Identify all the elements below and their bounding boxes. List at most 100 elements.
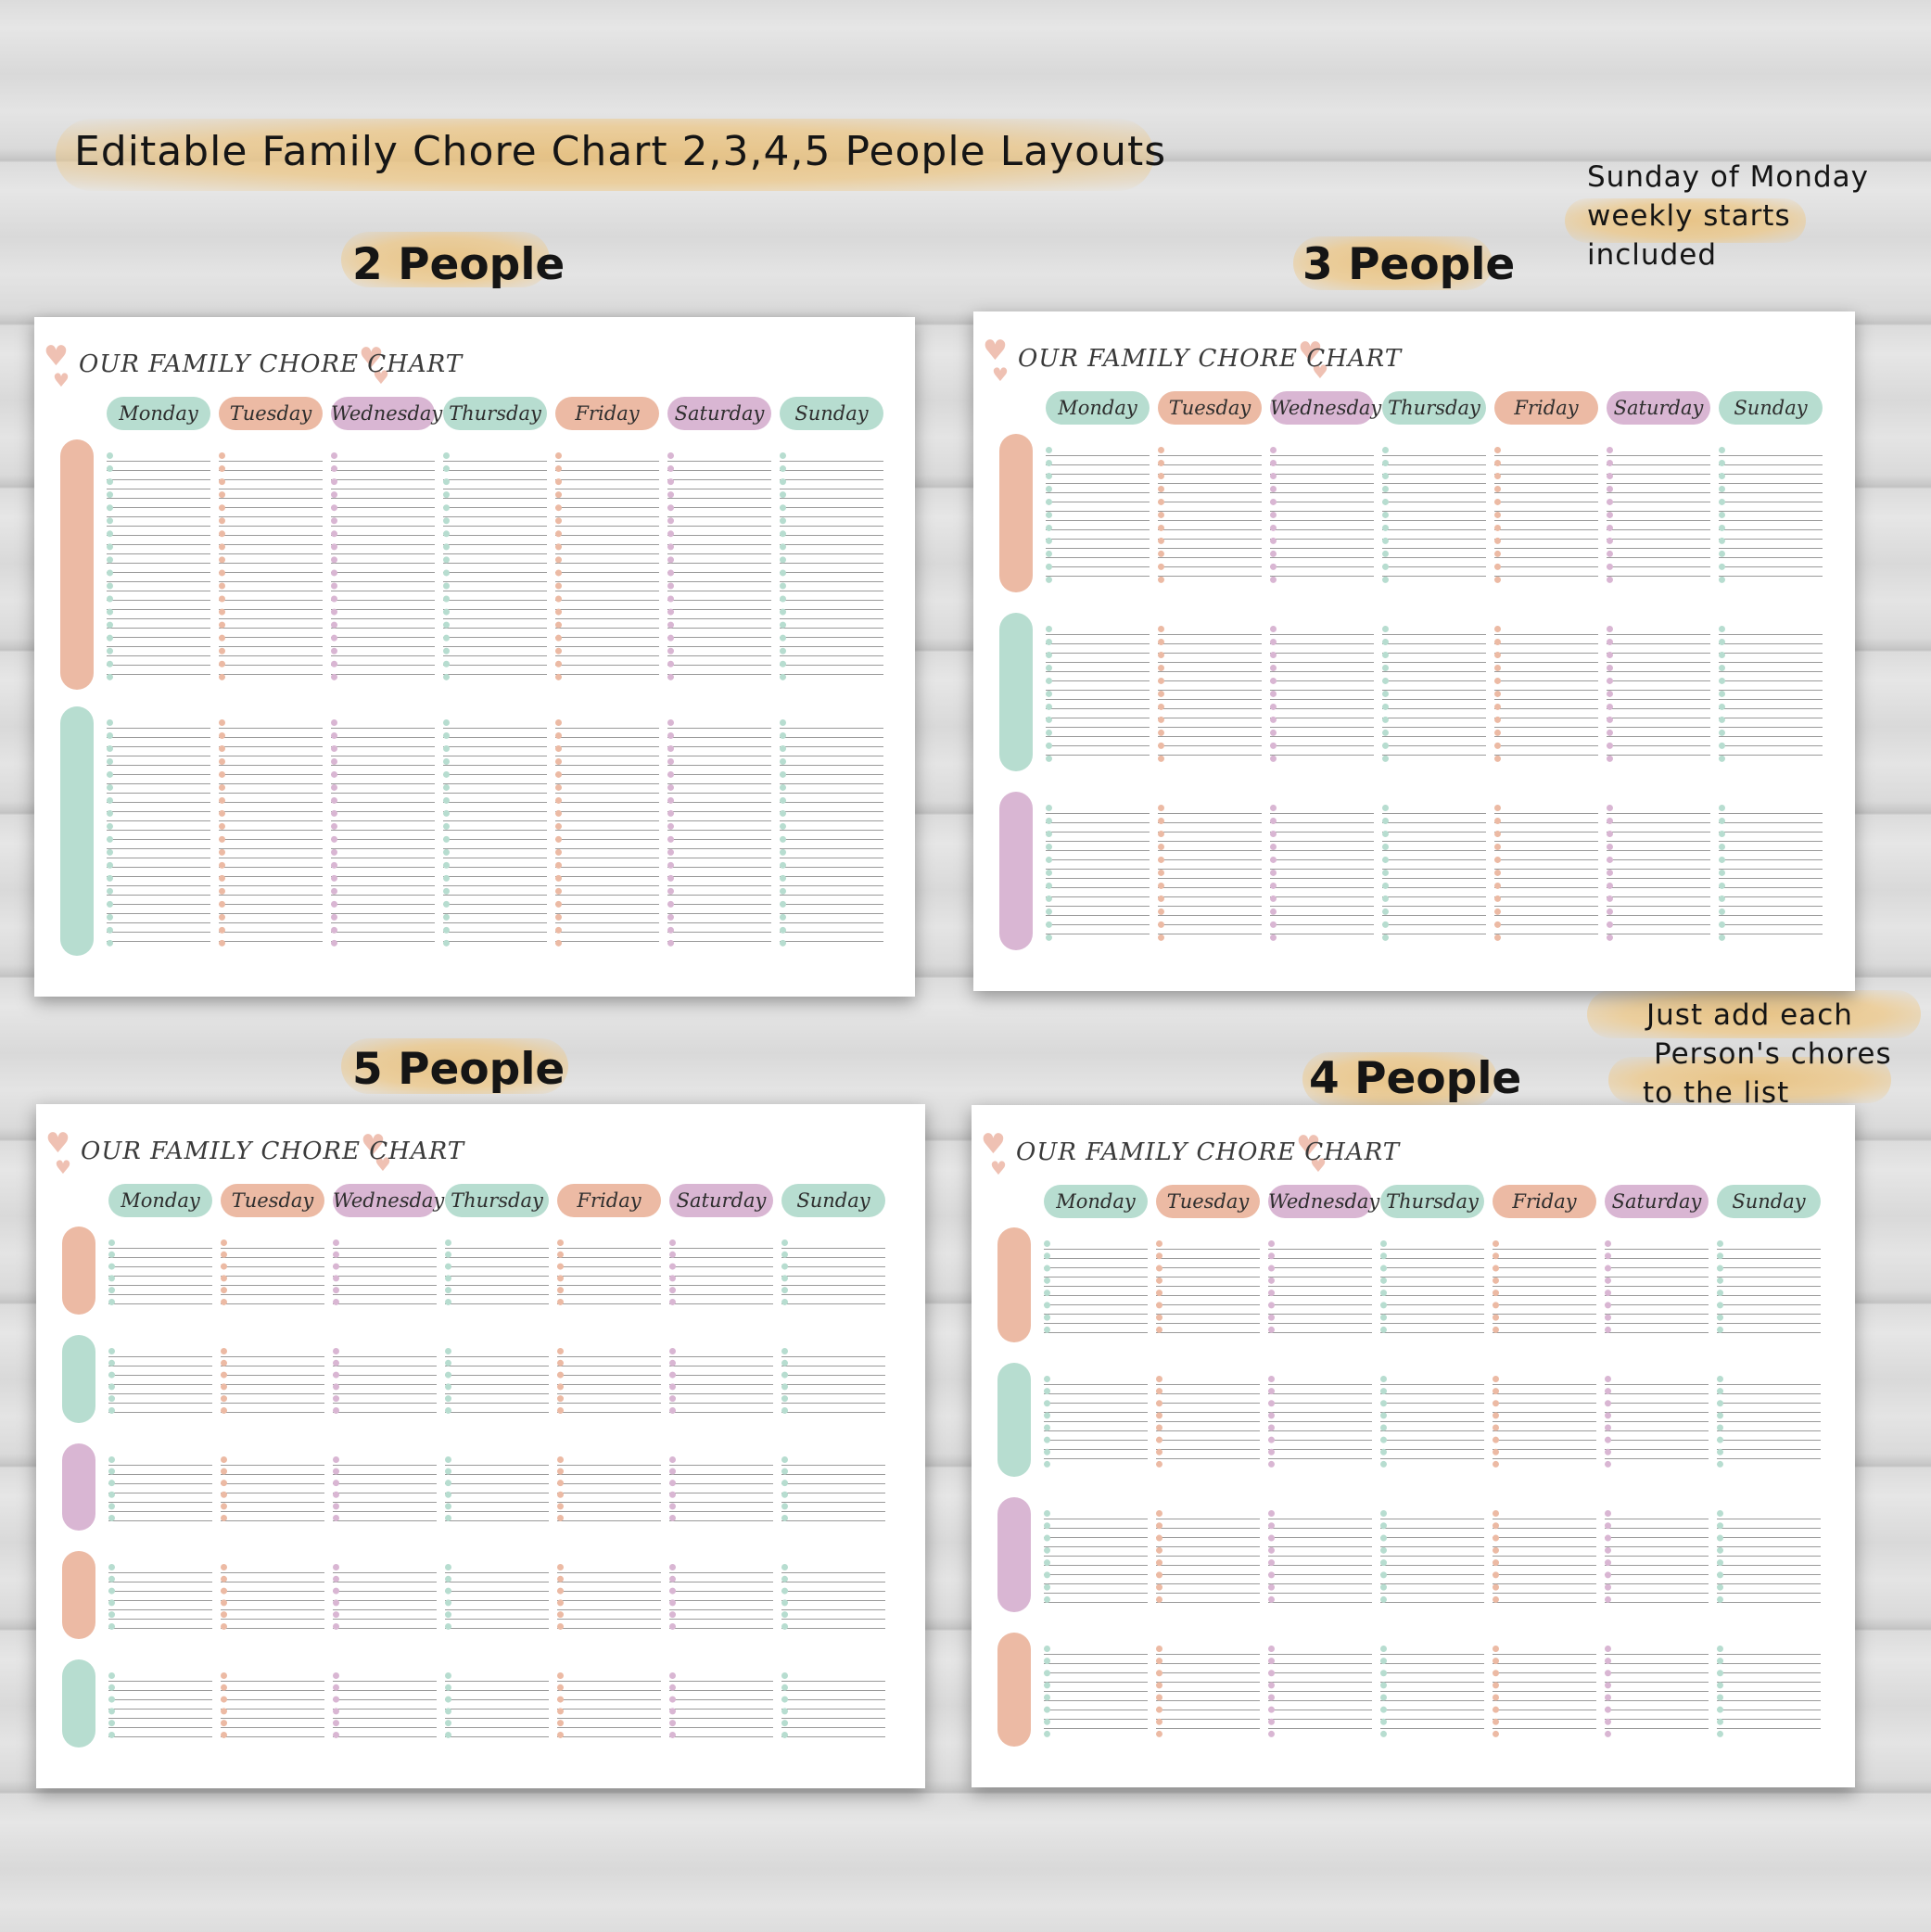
chore-list-lines[interactable]: [1719, 626, 1823, 762]
chore-list-lines[interactable]: [780, 718, 883, 947]
chore-list-lines[interactable]: [108, 1564, 212, 1631]
chore-list-lines[interactable]: [781, 1564, 885, 1631]
chore-list-lines[interactable]: [1270, 805, 1374, 941]
chore-list-lines[interactable]: [669, 1564, 773, 1631]
chore-list-lines[interactable]: [107, 718, 210, 947]
chore-list-lines[interactable]: [1046, 626, 1150, 762]
chore-list-lines[interactable]: [1156, 1645, 1260, 1737]
chore-list-lines[interactable]: [1268, 1375, 1372, 1468]
chore-list-lines[interactable]: [1494, 626, 1598, 762]
chore-list-lines[interactable]: [780, 452, 883, 680]
person-name-field[interactable]: [997, 1497, 1031, 1612]
chore-list-lines[interactable]: [331, 718, 435, 947]
chore-list-lines[interactable]: [1605, 1375, 1709, 1468]
chore-list-lines[interactable]: [1493, 1375, 1596, 1468]
chore-list-lines[interactable]: [557, 1455, 661, 1522]
chore-list-lines[interactable]: [1717, 1510, 1821, 1603]
chore-list-lines[interactable]: [1607, 805, 1710, 941]
chore-list-lines[interactable]: [1268, 1240, 1372, 1333]
chore-list-lines[interactable]: [445, 1347, 549, 1414]
person-name-field[interactable]: [997, 1632, 1031, 1747]
person-name-field[interactable]: [62, 1551, 95, 1640]
person-name-field[interactable]: [999, 434, 1033, 592]
chore-list-lines[interactable]: [1382, 447, 1486, 583]
person-name-field[interactable]: [997, 1362, 1031, 1477]
chore-list-lines[interactable]: [1156, 1375, 1260, 1468]
chore-list-lines[interactable]: [1044, 1240, 1148, 1333]
person-name-field[interactable]: [997, 1227, 1031, 1342]
chore-list-lines[interactable]: [669, 1347, 773, 1414]
chore-list-lines[interactable]: [221, 1347, 324, 1414]
chore-list-lines[interactable]: [221, 1455, 324, 1522]
chore-list-lines[interactable]: [333, 1347, 437, 1414]
chore-list-lines[interactable]: [221, 1672, 324, 1738]
chore-list-lines[interactable]: [443, 718, 547, 947]
chore-list-lines[interactable]: [333, 1239, 437, 1305]
chore-list-lines[interactable]: [1270, 447, 1374, 583]
chore-list-lines[interactable]: [1717, 1240, 1821, 1333]
chore-list-lines[interactable]: [1717, 1375, 1821, 1468]
chore-list-lines[interactable]: [445, 1564, 549, 1631]
chore-list-lines[interactable]: [669, 1455, 773, 1522]
chore-list-lines[interactable]: [1156, 1510, 1260, 1603]
chore-list-lines[interactable]: [781, 1672, 885, 1738]
chore-list-lines[interactable]: [557, 1347, 661, 1414]
chore-list-lines[interactable]: [108, 1672, 212, 1738]
chore-list-lines[interactable]: [667, 452, 771, 680]
chore-list-lines[interactable]: [108, 1455, 212, 1522]
chore-list-lines[interactable]: [1719, 447, 1823, 583]
chore-list-lines[interactable]: [1605, 1510, 1709, 1603]
person-name-field[interactable]: [62, 1334, 95, 1423]
person-name-field[interactable]: [999, 792, 1033, 950]
chore-list-lines[interactable]: [1382, 626, 1486, 762]
chore-list-lines[interactable]: [1382, 805, 1486, 941]
chore-list-lines[interactable]: [445, 1455, 549, 1522]
chore-list-lines[interactable]: [445, 1672, 549, 1738]
chore-list-lines[interactable]: [108, 1239, 212, 1305]
person-name-field[interactable]: [60, 705, 94, 956]
chore-list-lines[interactable]: [1046, 447, 1150, 583]
chore-list-lines[interactable]: [1044, 1510, 1148, 1603]
chore-list-lines[interactable]: [333, 1564, 437, 1631]
chore-list-lines[interactable]: [669, 1672, 773, 1738]
chore-list-lines[interactable]: [557, 1564, 661, 1631]
chore-list-lines[interactable]: [1493, 1510, 1596, 1603]
chore-list-lines[interactable]: [667, 718, 771, 947]
chore-list-lines[interactable]: [781, 1239, 885, 1305]
chore-list-lines[interactable]: [1380, 1645, 1484, 1737]
chore-list-lines[interactable]: [1156, 1240, 1260, 1333]
chore-list-lines[interactable]: [669, 1239, 773, 1305]
chore-list-lines[interactable]: [1044, 1375, 1148, 1468]
chore-list-lines[interactable]: [333, 1455, 437, 1522]
chore-list-lines[interactable]: [1493, 1645, 1596, 1737]
chore-list-lines[interactable]: [1270, 626, 1374, 762]
chore-list-lines[interactable]: [1158, 626, 1262, 762]
chore-list-lines[interactable]: [1493, 1240, 1596, 1333]
chore-list-lines[interactable]: [1380, 1510, 1484, 1603]
chore-list-lines[interactable]: [445, 1239, 549, 1305]
chore-list-lines[interactable]: [1605, 1645, 1709, 1737]
chore-list-lines[interactable]: [1494, 805, 1598, 941]
chore-list-lines[interactable]: [557, 1239, 661, 1305]
chore-list-lines[interactable]: [1046, 805, 1150, 941]
chore-list-lines[interactable]: [1607, 626, 1710, 762]
chore-list-lines[interactable]: [781, 1347, 885, 1414]
person-name-field[interactable]: [60, 439, 94, 690]
chore-list-lines[interactable]: [1717, 1645, 1821, 1737]
chore-list-lines[interactable]: [1268, 1645, 1372, 1737]
chore-list-lines[interactable]: [221, 1564, 324, 1631]
chore-list-lines[interactable]: [555, 452, 659, 680]
chore-list-lines[interactable]: [1158, 805, 1262, 941]
person-name-field[interactable]: [62, 1443, 95, 1532]
chore-list-lines[interactable]: [1044, 1645, 1148, 1737]
chore-list-lines[interactable]: [1158, 447, 1262, 583]
chore-list-lines[interactable]: [1268, 1510, 1372, 1603]
chore-list-lines[interactable]: [1380, 1375, 1484, 1468]
chore-list-lines[interactable]: [107, 452, 210, 680]
chore-list-lines[interactable]: [1605, 1240, 1709, 1333]
chore-list-lines[interactable]: [221, 1239, 324, 1305]
chore-list-lines[interactable]: [781, 1455, 885, 1522]
person-name-field[interactable]: [62, 1227, 95, 1315]
chore-list-lines[interactable]: [108, 1347, 212, 1414]
chore-list-lines[interactable]: [219, 718, 323, 947]
